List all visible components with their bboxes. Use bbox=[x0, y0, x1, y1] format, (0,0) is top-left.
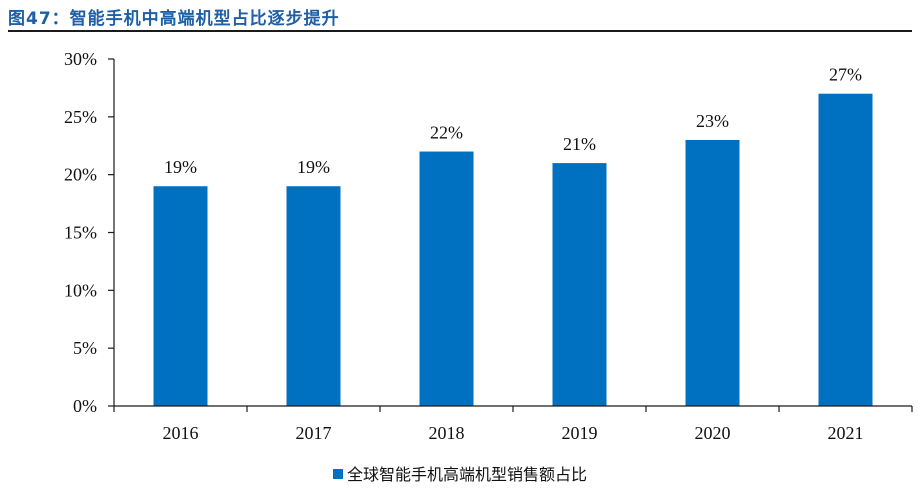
x-tick-label: 2017 bbox=[296, 423, 332, 443]
x-tick-label: 2019 bbox=[562, 423, 598, 443]
y-tick-label: 5% bbox=[73, 338, 97, 358]
bar-2018 bbox=[419, 151, 474, 406]
legend-label: 全球智能手机高端机型销售额占比 bbox=[346, 465, 587, 484]
y-tick-label: 15% bbox=[64, 223, 97, 243]
x-tick-label: 2021 bbox=[828, 423, 864, 443]
x-tick-label: 2020 bbox=[695, 423, 731, 443]
figure-title: 图47：智能手机中高端机型占比逐步提升 bbox=[8, 9, 340, 29]
y-tick-label: 0% bbox=[73, 396, 97, 416]
bar-2020 bbox=[685, 139, 740, 406]
y-tick-label: 20% bbox=[64, 165, 97, 185]
data-label-2019: 21% bbox=[563, 134, 596, 154]
x-tick-label: 2018 bbox=[429, 423, 465, 443]
bar-2017 bbox=[286, 186, 341, 406]
y-tick-label: 30% bbox=[64, 49, 97, 69]
data-label-2018: 22% bbox=[430, 123, 463, 143]
data-label-2016: 19% bbox=[164, 157, 197, 177]
legend: 全球智能手机高端机型销售额占比 bbox=[0, 461, 920, 485]
x-tick-label: 2016 bbox=[163, 423, 199, 443]
y-tick-label: 25% bbox=[64, 107, 97, 127]
bar-chart: 19% 19% 22% 21% 23% 27% 0% 5% 10% 15% 20% 25% 30% 201… bbox=[64, 49, 913, 443]
legend-swatch bbox=[332, 469, 343, 479]
bar-2021 bbox=[818, 93, 873, 406]
data-label-2020: 23% bbox=[696, 111, 729, 131]
data-label-2021: 27% bbox=[829, 65, 862, 85]
y-tick-label: 10% bbox=[64, 280, 97, 300]
title-divider bbox=[8, 30, 912, 32]
bar-2019 bbox=[552, 163, 607, 406]
bar-2016 bbox=[153, 186, 208, 406]
data-label-2017: 19% bbox=[297, 157, 330, 177]
